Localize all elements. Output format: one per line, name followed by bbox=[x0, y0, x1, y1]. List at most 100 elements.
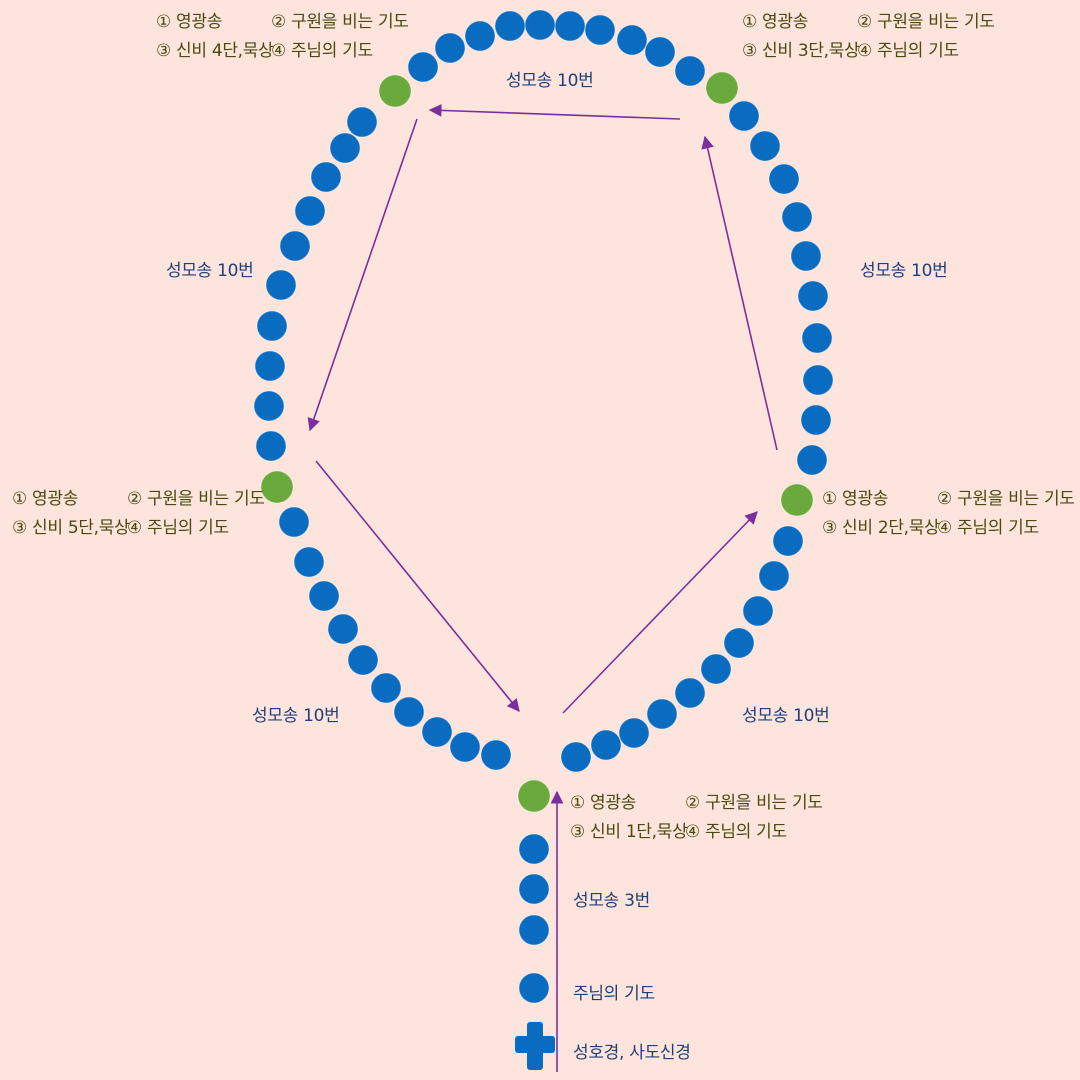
bead-blue bbox=[494, 10, 526, 42]
arrow bbox=[701, 135, 778, 451]
bead-blue bbox=[329, 132, 361, 164]
cross-label: 성호경, 사도신경 bbox=[573, 1043, 691, 1063]
bead-blue bbox=[800, 404, 832, 436]
bead-blue bbox=[256, 310, 288, 342]
decade3-label: ① 영광송 ② 구원을 비는 기도 ③ 신비 3단,묵상④ 주님의 기도 bbox=[742, 8, 995, 66]
decade1-glory-be: ① 영광송 bbox=[570, 793, 637, 813]
bead-blue bbox=[781, 201, 813, 233]
bead-blue bbox=[796, 444, 828, 476]
bead-blue bbox=[421, 716, 453, 748]
decade4-mystery-meditation: ③ 신비 4단,묵상 bbox=[156, 41, 274, 61]
count-bottom-left: 성모송 10번 bbox=[252, 706, 340, 726]
bead-green bbox=[517, 779, 551, 813]
bead-blue bbox=[590, 729, 622, 761]
bead-blue bbox=[644, 36, 676, 68]
decade2-mystery-meditation: ③ 신비 2단,묵상 bbox=[822, 518, 940, 538]
bead-blue bbox=[265, 269, 297, 301]
bead-blue bbox=[278, 506, 310, 538]
decade5-our-father: ④ 주님의 기도 bbox=[127, 518, 229, 538]
bead-blue bbox=[700, 653, 732, 685]
bead-blue bbox=[674, 677, 706, 709]
bead-blue bbox=[279, 230, 311, 262]
bead-blue bbox=[518, 833, 550, 865]
bead-blue bbox=[346, 106, 378, 138]
bead-green bbox=[780, 483, 814, 517]
bead-green bbox=[260, 470, 294, 504]
decade2-glory-be: ① 영광송 bbox=[822, 489, 889, 509]
decade1-mystery-meditation: ③ 신비 1단,묵상 bbox=[570, 822, 688, 842]
bead-blue bbox=[308, 580, 340, 612]
arrow bbox=[307, 118, 418, 432]
bead-blue bbox=[310, 161, 342, 193]
decade1-label: ① 영광송 ② 구원을 비는 기도 ③ 신비 1단,묵상④ 주님의 기도 bbox=[570, 789, 823, 847]
bead-blue bbox=[254, 350, 286, 382]
cross-icon bbox=[515, 1022, 555, 1070]
decade4-salvation-prayer: ② 구원을 비는 기도 bbox=[271, 12, 409, 32]
bead-blue bbox=[616, 24, 648, 56]
decade4-glory-be: ① 영광송 bbox=[156, 12, 223, 32]
bead-blue bbox=[294, 195, 326, 227]
bead-blue bbox=[293, 546, 325, 578]
bead-blue bbox=[723, 627, 755, 659]
bead-blue bbox=[749, 130, 781, 162]
bead-green bbox=[378, 74, 412, 108]
our-father-label: 주님의 기도 bbox=[573, 984, 655, 1004]
bead-blue bbox=[253, 390, 285, 422]
bead-blue bbox=[449, 731, 481, 763]
arrow bbox=[428, 104, 681, 120]
decade4-our-father: ④ 주님의 기도 bbox=[271, 41, 373, 61]
bead-blue bbox=[584, 14, 616, 46]
decade1-salvation-prayer: ② 구원을 비는 기도 bbox=[685, 793, 823, 813]
bead-blue bbox=[802, 364, 834, 396]
decade1-our-father: ④ 주님의 기도 bbox=[685, 822, 787, 842]
decade5-mystery-meditation: ③ 신비 5단,묵상 bbox=[12, 518, 130, 538]
bead-blue bbox=[728, 100, 760, 132]
bead-blue bbox=[772, 525, 804, 557]
decade5-glory-be: ① 영광송 bbox=[12, 489, 79, 509]
decade2-label: ① 영광송 ② 구원을 비는 기도 ③ 신비 2단,묵상④ 주님의 기도 bbox=[822, 485, 1075, 543]
bead-blue bbox=[801, 322, 833, 354]
arrow bbox=[562, 511, 758, 714]
bead-blue bbox=[768, 163, 800, 195]
decade3-salvation-prayer: ② 구원을 비는 기도 bbox=[857, 12, 995, 32]
decade3-our-father: ④ 주님의 기도 bbox=[857, 41, 959, 61]
decade2-our-father: ④ 주님의 기도 bbox=[937, 518, 1039, 538]
decade3-mystery-meditation: ③ 신비 3단,묵상 bbox=[742, 41, 860, 61]
bead-blue bbox=[790, 240, 822, 272]
count-right: 성모송 10번 bbox=[860, 261, 948, 281]
count-top: 성모송 10번 bbox=[506, 71, 594, 91]
bead-blue bbox=[327, 613, 359, 645]
decade5-label: ① 영광송 ② 구원을 비는 기도 ③ 신비 5단,묵상④ 주님의 기도 bbox=[12, 485, 265, 543]
bead-blue bbox=[434, 32, 466, 64]
bead-blue bbox=[464, 20, 496, 52]
decade3-glory-be: ① 영광송 bbox=[742, 12, 809, 32]
count-left: 성모송 10번 bbox=[166, 261, 254, 281]
bead-blue bbox=[797, 280, 829, 312]
bead-blue bbox=[347, 644, 379, 676]
count-bottom-right: 성모송 10번 bbox=[742, 706, 830, 726]
bead-blue bbox=[370, 672, 402, 704]
bead-green bbox=[705, 71, 739, 105]
bead-blue bbox=[554, 10, 586, 42]
bead-blue bbox=[758, 560, 790, 592]
decade4-label: ① 영광송 ② 구원을 비는 기도 ③ 신비 4단,묵상④ 주님의 기도 bbox=[156, 8, 409, 66]
decade2-salvation-prayer: ② 구원을 비는 기도 bbox=[937, 489, 1075, 509]
bead-blue bbox=[518, 873, 550, 905]
bead-blue bbox=[518, 914, 550, 946]
bead-blue bbox=[524, 9, 556, 41]
bead-blue bbox=[560, 741, 592, 773]
bead-blue bbox=[407, 51, 439, 83]
bead-blue bbox=[393, 696, 425, 728]
bead-blue bbox=[618, 717, 650, 749]
bead-blue bbox=[742, 595, 774, 627]
bead-blue bbox=[674, 55, 706, 87]
arrow bbox=[315, 460, 520, 712]
bead-blue bbox=[480, 739, 512, 771]
count-stem: 성모송 3번 bbox=[573, 891, 650, 911]
bead-blue bbox=[255, 430, 287, 462]
bead-blue bbox=[518, 972, 550, 1004]
bead-blue bbox=[646, 698, 678, 730]
decade5-salvation-prayer: ② 구원을 비는 기도 bbox=[127, 489, 265, 509]
